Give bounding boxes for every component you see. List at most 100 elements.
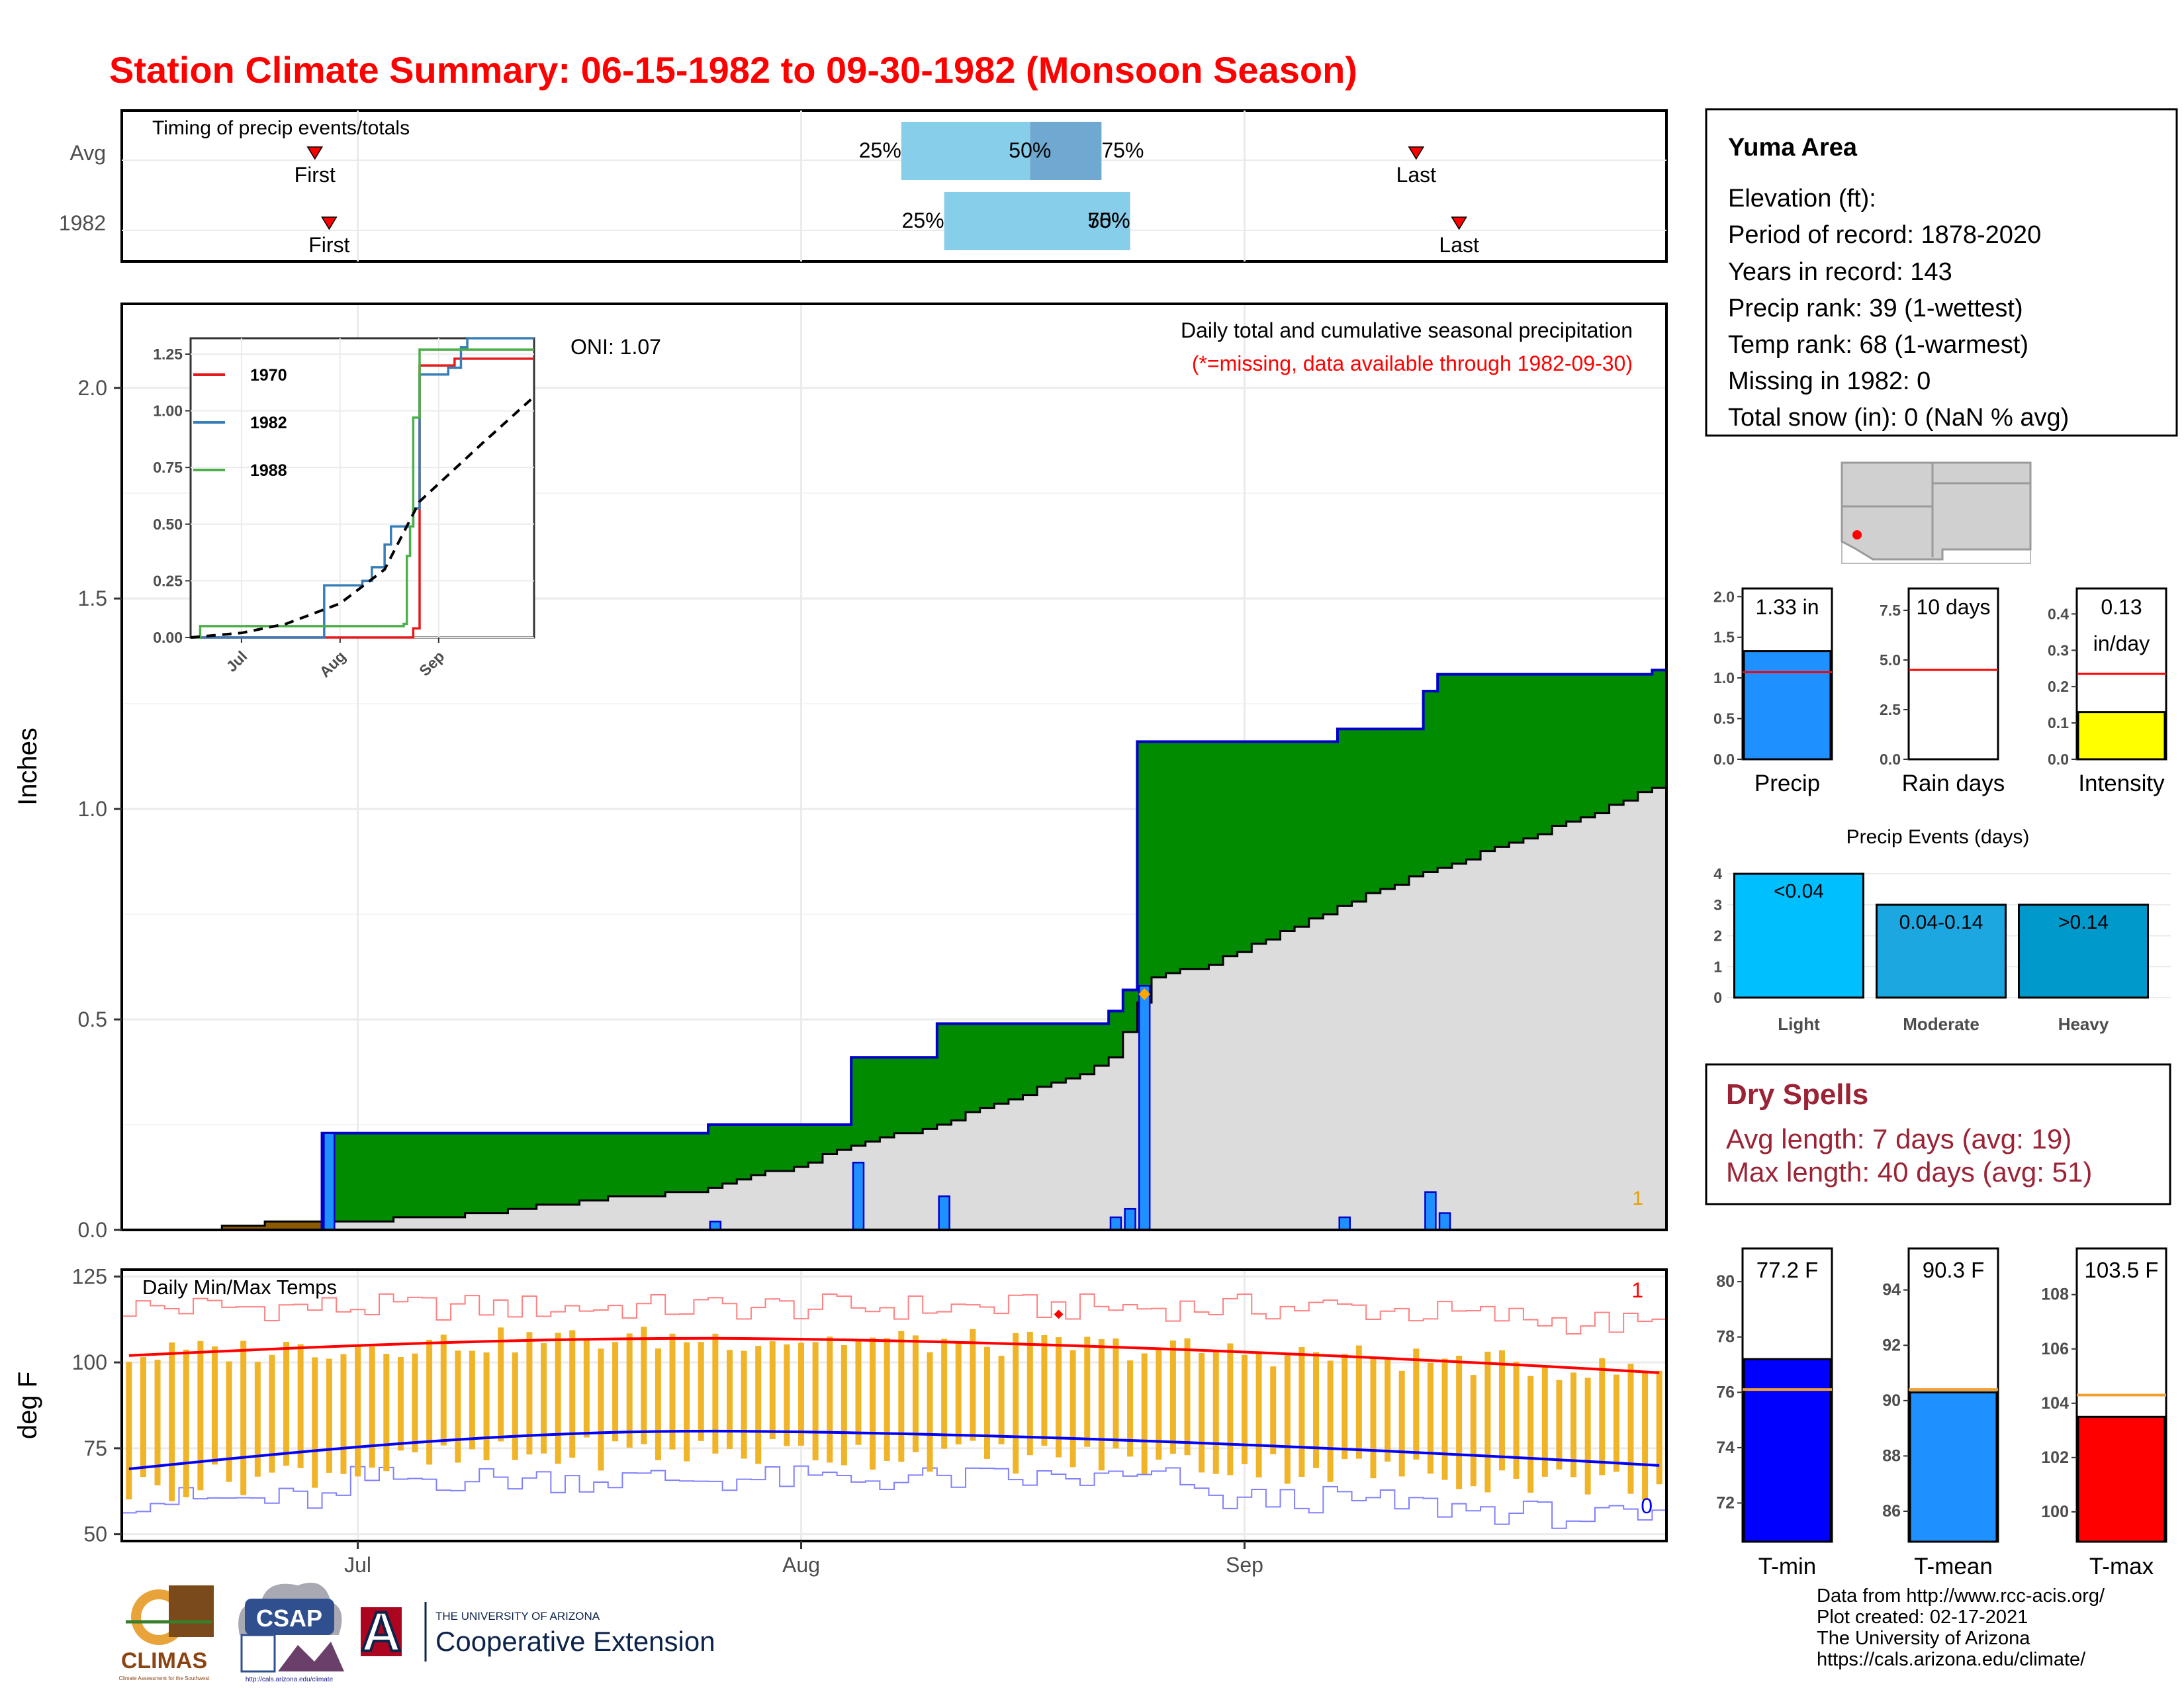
surplus-area (966, 1023, 981, 1112)
surplus-area (579, 1133, 594, 1201)
y-tick-label: 0.5 (78, 1008, 107, 1031)
daily-temp-bar (741, 1350, 747, 1459)
surplus-area (1023, 1023, 1038, 1096)
daily-temp-bar (784, 1344, 790, 1446)
surplus-area (594, 1133, 609, 1201)
gauge-value-bar (1743, 650, 1832, 761)
surplus-area (1094, 1023, 1109, 1066)
events-title: Precip Events (days) (1846, 826, 2030, 848)
events-bar (1733, 872, 1864, 999)
surplus-area (493, 1133, 508, 1213)
surplus-area (1295, 741, 1310, 927)
gauge-label: Rain days (1902, 771, 2005, 796)
surplus-area (365, 1133, 380, 1222)
daily-temp-bar (1398, 1370, 1405, 1477)
observed-cumulative-line (122, 669, 1666, 1231)
surplus-area (608, 1133, 623, 1197)
x-tick-label: Sep (1226, 1553, 1263, 1577)
daily-temp-bar (1527, 1376, 1534, 1493)
gauge-frame (1907, 587, 1999, 761)
daily-temp-bar (970, 1329, 976, 1441)
surplus-area (1122, 990, 1138, 1033)
inset-y-tick-label: 1.25 (153, 346, 183, 363)
daily-temp-bar (1498, 1350, 1505, 1471)
daily-temp-bar (1041, 1335, 1048, 1446)
surplus-area (822, 1125, 838, 1154)
surplus-area (1566, 674, 1581, 822)
surplus-area (1652, 670, 1667, 788)
surplus-area (465, 1133, 480, 1213)
daily-temp-bar (669, 1333, 676, 1450)
daily-precip-bar (1438, 1212, 1451, 1231)
station-name: Yuma Area (1728, 134, 1858, 162)
x-tick-label: Jul (344, 1553, 371, 1577)
surplus-area (765, 1125, 780, 1171)
daily-temp-bar (1656, 1370, 1662, 1485)
surplus-area (936, 1023, 952, 1125)
daily-temp-bar (955, 1341, 962, 1445)
gauge-tick-label: 2.5 (1880, 701, 1901, 718)
surplus-area (1580, 674, 1596, 818)
daily-temp-bar (1013, 1333, 1019, 1474)
credit-line: https://cals.arizona.edu/climate/ (1817, 1649, 2086, 1670)
surplus-area (436, 1133, 451, 1217)
daily-temp-bar (1255, 1353, 1262, 1477)
daily-temp-bar (1212, 1350, 1219, 1474)
surplus-area (1109, 1011, 1124, 1058)
surplus-area (722, 1125, 737, 1184)
daily-temp-bar (126, 1362, 132, 1500)
credit-line: Data from http://www.rcc-acis.org/ (1817, 1585, 2105, 1607)
gauge-label: T-max (2089, 1554, 2154, 1579)
precip-events-chart: Precip Events (days) 0 1 2 3 4 <0.04 Light 0.04… (1713, 826, 2171, 1034)
daily-temp-bar (1513, 1362, 1520, 1479)
gauge-tick-label: 5.0 (1880, 651, 1901, 669)
gauge-value-label: 77.2 F (1756, 1258, 1819, 1282)
station-location-marker (1852, 530, 1862, 539)
daily-temp-bar (169, 1342, 175, 1501)
events-bar-label: >0.14 (2058, 912, 2109, 933)
surplus-area (808, 1125, 823, 1163)
surplus-area (408, 1133, 423, 1217)
gauge-value-bar (1909, 1391, 1998, 1543)
surplus-area (479, 1133, 494, 1213)
timing-row-label-year: 1982 (59, 211, 106, 235)
gauge-tick-label: 80 (1716, 1272, 1735, 1291)
credits: Data from http://www.rcc-acis.org/ Plot … (1817, 1585, 2105, 1670)
surplus-area (837, 1125, 852, 1150)
surplus-area (1466, 674, 1481, 860)
daily-temp-bar (1441, 1358, 1448, 1480)
daily-temp-bar (440, 1335, 447, 1446)
daily-temp-bar (397, 1357, 404, 1451)
daily-temp-bar (426, 1339, 433, 1465)
csap-logo-url: http://cals.arizona.edu/climate (246, 1676, 334, 1683)
surplus-area (422, 1133, 437, 1217)
csap-logo-text: CSAP (256, 1605, 322, 1632)
normal-cumulative-line (122, 786, 1666, 1231)
station-line: Missing in 1982: 0 (1728, 367, 1931, 395)
events-tick-label: 4 (1713, 865, 1722, 882)
gauge-label: Intensity (2078, 771, 2165, 796)
surplus-area (1280, 741, 1295, 931)
daily-temp-bar (569, 1330, 576, 1458)
daily-temp-bar (340, 1354, 347, 1474)
daily-temp-bar (526, 1332, 533, 1455)
surplus-area (894, 1057, 909, 1133)
inset-y-tick-label: 1.00 (153, 402, 183, 420)
surplus-area (1265, 741, 1281, 940)
surplus-area (1237, 741, 1252, 953)
daily-temp-bar (641, 1327, 647, 1444)
surplus-area (1609, 674, 1624, 805)
missing-count: 1 (1632, 1188, 1643, 1209)
inset-y-tick-label: 0.00 (153, 629, 183, 646)
csap-logo: CSAP http://cals.arizona.edu/climate (238, 1582, 344, 1683)
season-gauges: 0.0 0.5 1.0 1.5 2.0 1.33 in Precip 0.0 2.5 5.0 7.5… (1713, 587, 2167, 796)
surplus-area (1623, 674, 1639, 801)
daily-temp-bar (1241, 1354, 1248, 1464)
timing-p75-label: 75% (1101, 138, 1144, 162)
gauge-tick-label: 1.0 (1713, 669, 1735, 686)
daily-temp-bar (998, 1356, 1005, 1444)
surplus-area (1480, 674, 1496, 851)
record-max-line (122, 1293, 1666, 1335)
station-info-box: Yuma Area Elevation (ft): Period of reco… (1705, 108, 2178, 437)
